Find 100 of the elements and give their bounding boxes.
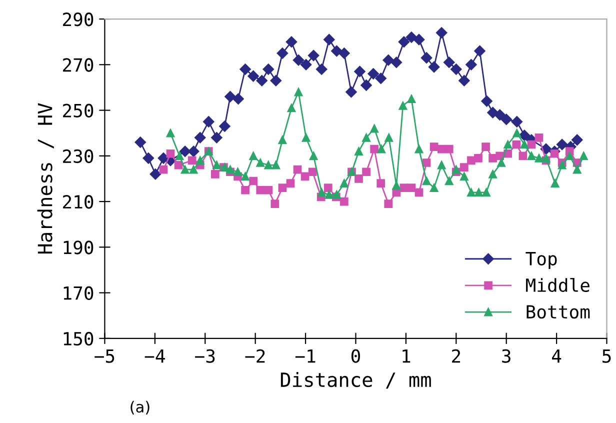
point bbox=[398, 102, 408, 110]
point bbox=[452, 165, 460, 174]
point bbox=[332, 190, 341, 199]
y-tick-label: 250 bbox=[63, 104, 94, 118]
point bbox=[270, 200, 280, 208]
point bbox=[276, 48, 288, 59]
point bbox=[166, 128, 175, 138]
point bbox=[166, 149, 175, 158]
point bbox=[300, 172, 310, 181]
point bbox=[436, 27, 448, 38]
point bbox=[518, 152, 528, 160]
point bbox=[430, 184, 438, 192]
y-tick-label: 190 bbox=[64, 240, 94, 254]
point bbox=[572, 134, 583, 146]
point bbox=[340, 179, 348, 188]
point bbox=[262, 64, 274, 75]
point bbox=[511, 116, 522, 128]
point bbox=[256, 186, 265, 194]
point bbox=[556, 138, 568, 150]
point bbox=[512, 128, 522, 138]
y-tick-label: 210 bbox=[63, 195, 94, 209]
point bbox=[467, 188, 476, 197]
point bbox=[482, 188, 490, 197]
point bbox=[362, 133, 370, 142]
point bbox=[580, 152, 588, 160]
x-tick-label: −1 bbox=[295, 349, 316, 363]
point bbox=[375, 72, 386, 84]
point bbox=[376, 179, 386, 188]
point bbox=[142, 152, 154, 164]
point bbox=[487, 106, 498, 118]
point bbox=[286, 36, 298, 48]
point bbox=[400, 184, 408, 192]
point bbox=[565, 152, 574, 160]
point bbox=[542, 154, 550, 162]
point bbox=[272, 160, 280, 170]
x-tick-label: 4 bbox=[552, 349, 562, 363]
point bbox=[264, 160, 273, 170]
point bbox=[474, 154, 482, 162]
point bbox=[249, 176, 258, 186]
x-tick-label: 5 bbox=[602, 349, 611, 363]
point bbox=[270, 75, 282, 86]
point bbox=[134, 136, 146, 148]
point bbox=[550, 179, 560, 188]
point bbox=[481, 96, 492, 107]
point bbox=[340, 197, 348, 206]
point bbox=[413, 34, 425, 46]
point bbox=[550, 149, 559, 158]
point bbox=[488, 154, 497, 162]
point bbox=[188, 146, 200, 157]
point bbox=[437, 160, 446, 170]
point bbox=[308, 168, 317, 176]
x-tick-label: 3 bbox=[502, 349, 510, 363]
point bbox=[500, 114, 512, 126]
point bbox=[450, 64, 462, 75]
point bbox=[179, 146, 191, 157]
point bbox=[496, 152, 504, 160]
point bbox=[346, 86, 357, 98]
point bbox=[287, 104, 296, 112]
point bbox=[317, 188, 326, 197]
point bbox=[390, 56, 402, 68]
point bbox=[482, 142, 490, 151]
point bbox=[338, 48, 350, 59]
point bbox=[444, 176, 454, 186]
point bbox=[527, 152, 536, 160]
point bbox=[534, 154, 544, 162]
x-tick-label: 1 bbox=[402, 349, 410, 363]
point bbox=[444, 144, 454, 154]
point bbox=[354, 174, 363, 183]
point bbox=[370, 144, 378, 154]
point bbox=[219, 120, 230, 132]
point bbox=[212, 160, 221, 170]
point bbox=[203, 116, 214, 128]
legend-label: Middle bbox=[526, 278, 590, 292]
point bbox=[241, 186, 250, 194]
point bbox=[174, 160, 183, 170]
point bbox=[324, 190, 334, 199]
point bbox=[497, 158, 506, 167]
legend-label: Bottom bbox=[526, 305, 590, 319]
point bbox=[407, 94, 416, 104]
point bbox=[286, 179, 295, 188]
point bbox=[504, 140, 512, 149]
point bbox=[240, 64, 251, 75]
point bbox=[150, 168, 162, 180]
point bbox=[248, 70, 259, 82]
point bbox=[474, 188, 483, 197]
point bbox=[292, 54, 304, 66]
point bbox=[558, 160, 566, 170]
text: (a) bbox=[130, 400, 150, 414]
x-tick-label: −4 bbox=[144, 349, 165, 363]
point bbox=[460, 163, 468, 172]
point bbox=[159, 165, 168, 174]
point bbox=[430, 142, 438, 151]
point bbox=[458, 75, 470, 86]
x-tick-label: 0 bbox=[351, 349, 360, 363]
point bbox=[294, 88, 303, 96]
point bbox=[302, 133, 310, 142]
point bbox=[211, 132, 222, 144]
point bbox=[196, 156, 204, 165]
point bbox=[414, 144, 424, 154]
point bbox=[316, 64, 328, 75]
